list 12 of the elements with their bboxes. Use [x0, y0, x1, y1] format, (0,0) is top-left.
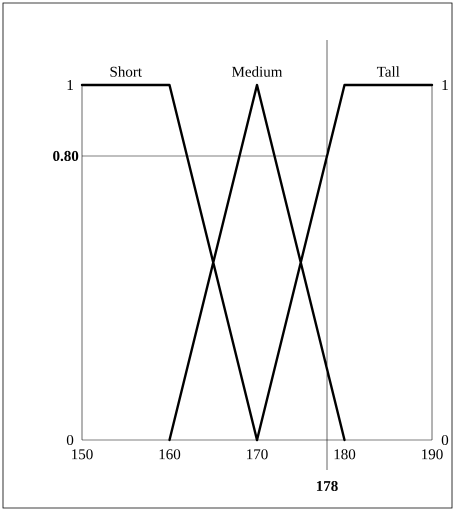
x-tick-label: 170 — [247, 449, 268, 460]
series-label: Tall — [376, 66, 400, 77]
ref-line-label: 0.80 — [53, 150, 78, 162]
y2-tick-label: 0 — [66, 434, 74, 446]
series-label: Short — [110, 66, 142, 77]
series-label: Medium — [232, 66, 282, 77]
x-tick-label: 180 — [334, 449, 356, 460]
x-tick-label: 160 — [160, 449, 180, 460]
y2-tick-label: 1 — [68, 80, 73, 90]
ref-line-label: 178 — [316, 480, 338, 492]
x-tick-label: 190 — [422, 449, 443, 460]
x-tick-label: 150 — [72, 449, 93, 460]
